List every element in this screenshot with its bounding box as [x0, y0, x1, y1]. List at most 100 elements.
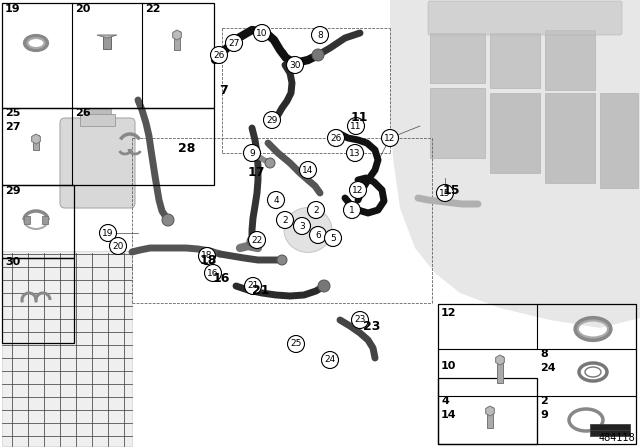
Bar — [2, 3, 214, 108]
Bar — [585, 430, 587, 432]
Bar — [430, 33, 485, 83]
Circle shape — [247, 236, 257, 246]
Text: 25: 25 — [291, 340, 301, 349]
Bar — [570, 425, 572, 426]
Bar — [490, 33, 540, 88]
Text: 9: 9 — [540, 410, 548, 420]
Text: 22: 22 — [252, 236, 262, 245]
Bar — [487, 407, 493, 428]
Circle shape — [300, 161, 317, 178]
Text: 16: 16 — [213, 271, 230, 284]
Text: 18: 18 — [200, 254, 218, 267]
Bar — [174, 31, 180, 50]
Bar — [593, 429, 595, 431]
Bar — [80, 114, 115, 126]
Circle shape — [205, 264, 221, 281]
Text: 27: 27 — [5, 122, 20, 132]
Text: 10: 10 — [256, 29, 268, 38]
Text: 9: 9 — [249, 148, 255, 158]
Circle shape — [198, 247, 216, 264]
Circle shape — [243, 145, 260, 161]
Circle shape — [346, 145, 364, 161]
Text: 5: 5 — [330, 233, 336, 242]
Circle shape — [324, 229, 342, 246]
Circle shape — [381, 129, 399, 146]
Circle shape — [225, 34, 243, 52]
Text: 29: 29 — [266, 116, 278, 125]
Bar — [600, 425, 602, 426]
Bar — [2, 251, 132, 446]
Bar — [430, 88, 485, 158]
Polygon shape — [486, 406, 494, 416]
Bar — [568, 419, 570, 421]
Circle shape — [348, 117, 365, 134]
Ellipse shape — [585, 367, 601, 377]
Bar — [33, 135, 39, 150]
Text: 4: 4 — [441, 396, 449, 406]
Bar — [42, 216, 48, 224]
Text: 7: 7 — [219, 83, 228, 96]
Bar — [600, 93, 638, 188]
Circle shape — [268, 191, 285, 208]
Circle shape — [99, 224, 116, 241]
Circle shape — [244, 277, 262, 294]
Bar — [602, 419, 604, 421]
Text: 25: 25 — [5, 108, 20, 118]
Polygon shape — [390, 0, 640, 328]
Text: 26: 26 — [330, 134, 342, 142]
Bar — [24, 216, 30, 224]
Text: 8: 8 — [317, 30, 323, 39]
Text: 13: 13 — [349, 148, 361, 158]
Bar — [545, 30, 595, 90]
Text: 12: 12 — [384, 134, 396, 142]
Bar — [577, 409, 579, 411]
Text: 15: 15 — [439, 189, 451, 198]
Text: 23: 23 — [355, 315, 365, 324]
Bar — [84, 108, 111, 114]
Text: 484118: 484118 — [598, 433, 635, 443]
FancyBboxPatch shape — [428, 1, 622, 35]
Text: 28: 28 — [178, 142, 195, 155]
Bar — [577, 429, 579, 431]
Circle shape — [276, 211, 294, 228]
Text: 18: 18 — [201, 251, 212, 260]
Bar — [545, 93, 595, 183]
Text: 23: 23 — [363, 319, 380, 332]
Circle shape — [307, 202, 324, 219]
Bar — [497, 356, 503, 383]
Circle shape — [294, 217, 310, 234]
Text: 20: 20 — [75, 4, 90, 14]
Bar — [2, 108, 214, 185]
Text: 20: 20 — [112, 241, 124, 250]
Bar — [438, 378, 537, 444]
Circle shape — [436, 185, 454, 202]
Text: 14: 14 — [302, 165, 314, 175]
Text: 24: 24 — [324, 356, 335, 365]
Circle shape — [287, 56, 303, 73]
Circle shape — [162, 214, 174, 226]
Text: 10: 10 — [441, 361, 456, 371]
Text: 1: 1 — [349, 206, 355, 215]
Text: 6: 6 — [315, 231, 321, 240]
Text: 14: 14 — [441, 410, 456, 420]
Bar — [570, 414, 572, 415]
Bar — [600, 414, 602, 415]
Text: 2: 2 — [313, 206, 319, 215]
Text: 30: 30 — [5, 257, 20, 267]
Text: 2: 2 — [282, 215, 288, 224]
Text: 29: 29 — [5, 186, 20, 196]
Circle shape — [287, 336, 305, 353]
Text: 26: 26 — [213, 51, 225, 60]
Text: 19: 19 — [102, 228, 114, 237]
Text: 24: 24 — [540, 363, 556, 373]
Circle shape — [321, 352, 339, 369]
Circle shape — [211, 47, 227, 64]
Circle shape — [277, 255, 287, 265]
Bar — [2, 185, 74, 258]
Ellipse shape — [284, 207, 332, 253]
Polygon shape — [97, 35, 117, 38]
Bar — [490, 93, 540, 173]
Circle shape — [351, 311, 369, 328]
Text: 26: 26 — [75, 108, 91, 118]
Circle shape — [265, 158, 275, 168]
